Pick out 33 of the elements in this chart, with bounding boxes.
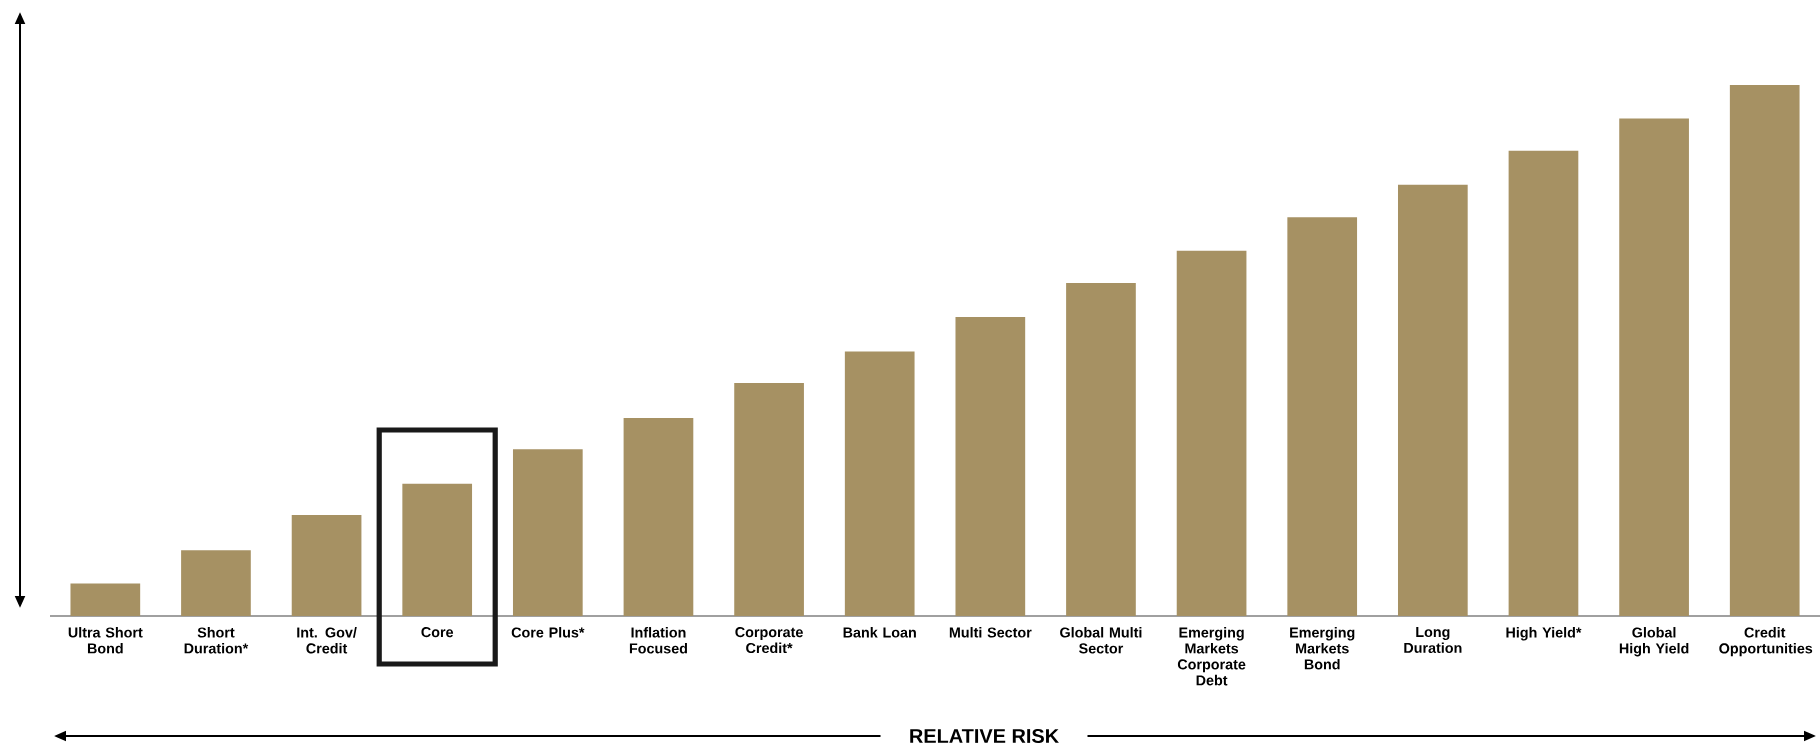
x-tick-label: Core Plus* xyxy=(511,627,585,638)
bar xyxy=(734,382,804,616)
x-tick-label: Global Multi Sector xyxy=(1060,627,1142,654)
x-tick-label: Emerging Markets Bond xyxy=(1290,627,1355,670)
bar xyxy=(1508,150,1579,616)
bar xyxy=(1729,84,1800,616)
x-axis-title: RELATIVE RISK xyxy=(910,728,1059,744)
x-tick-label: Ultra Short Bond xyxy=(68,627,143,654)
x-tick-label: Long Duration xyxy=(1404,627,1462,653)
bar xyxy=(844,351,915,616)
bar xyxy=(1066,283,1136,616)
bar xyxy=(623,417,694,616)
x-tick-label: Multi Sector xyxy=(949,627,1032,638)
bar xyxy=(1619,118,1689,616)
x-tick-label: Corporate Credit* xyxy=(735,627,803,654)
x-tick-label: Inflation Focused xyxy=(629,627,687,654)
x-tick-label: Int. Gov/ Credit xyxy=(297,627,357,654)
bar xyxy=(402,483,473,616)
bar xyxy=(1287,217,1358,616)
bar xyxy=(291,515,362,616)
bar xyxy=(512,449,583,616)
x-tick-label: Short Duration* xyxy=(184,627,249,654)
x-tick-label: Emerging Markets Corporate Debt xyxy=(1177,627,1246,686)
x-tick-label: High Yield* xyxy=(1506,627,1582,641)
bar xyxy=(181,550,251,616)
x-tick-label: Global High Yield xyxy=(1619,627,1689,657)
bar xyxy=(70,583,141,616)
bar xyxy=(1397,184,1468,616)
x-tick-label: Core xyxy=(421,627,454,638)
bar xyxy=(955,317,1026,616)
bar xyxy=(1176,250,1247,616)
x-tick-label: Credit Opportunities xyxy=(1719,627,1813,657)
x-tick-label: Bank Loan xyxy=(843,627,916,638)
